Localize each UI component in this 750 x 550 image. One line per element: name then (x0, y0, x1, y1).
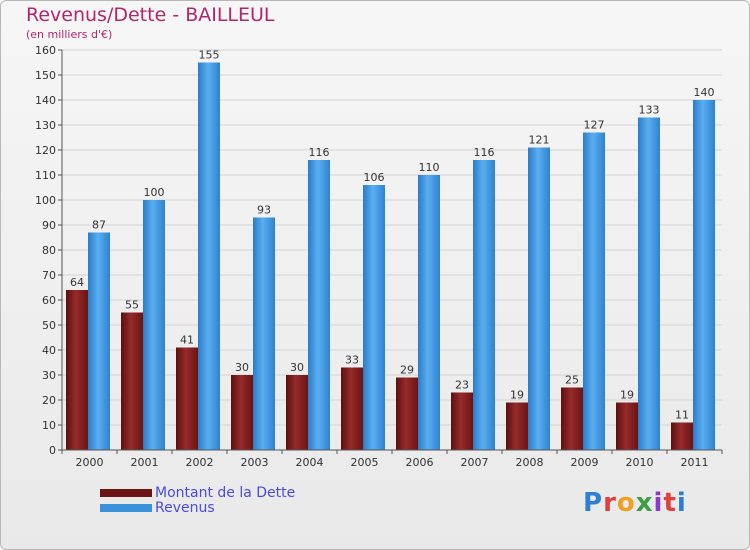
x-tick-label: 2008 (516, 456, 544, 469)
data-label: 33 (345, 354, 359, 367)
x-tick-label: 2003 (241, 456, 269, 469)
bar-revenus (308, 160, 330, 450)
bar-dette (341, 367, 363, 450)
x-tick-label: 2010 (626, 456, 654, 469)
logo-letter: t (663, 488, 677, 518)
bar-revenus (583, 132, 605, 450)
bar-dette (176, 347, 198, 450)
y-tick-label: 110 (35, 169, 56, 182)
x-tick-label: 2001 (131, 456, 159, 469)
y-tick-label: 140 (35, 94, 56, 107)
y-tick-label: 160 (35, 44, 56, 57)
data-label: 19 (510, 389, 524, 402)
x-tick-label: 2005 (351, 456, 379, 469)
legend-label-debt: Montant de la Dette (155, 485, 296, 501)
logo-letter: r (603, 488, 617, 518)
data-label: 19 (620, 389, 634, 402)
data-label: 100 (144, 186, 165, 199)
y-tick-label: 20 (42, 394, 56, 407)
data-label: 110 (419, 161, 440, 174)
y-tick-label: 60 (42, 294, 56, 307)
data-label: 41 (180, 334, 194, 347)
bar-revenus (253, 217, 275, 450)
x-tick-label: 2000 (76, 456, 104, 469)
bar-revenus (693, 100, 715, 450)
bar-dette (66, 290, 88, 450)
y-tick-label: 30 (42, 369, 56, 382)
bar-revenus (363, 185, 385, 450)
data-label: 140 (694, 86, 715, 99)
y-tick-label: 10 (42, 419, 56, 432)
x-tick-label: 2006 (406, 456, 434, 469)
bar-revenus (198, 62, 220, 450)
x-tick-label: 2007 (461, 456, 489, 469)
chart-subtitle: (en milliers d'€) (26, 28, 113, 41)
bar-dette (616, 402, 638, 450)
proxiti-logo: Proxiti (583, 488, 687, 518)
bar-dette (671, 422, 693, 450)
x-tick-label: 2011 (681, 456, 709, 469)
legend-swatch-revenus (100, 504, 152, 512)
y-tick-label: 120 (35, 144, 56, 157)
bar-revenus (528, 147, 550, 450)
bar-dette (561, 387, 583, 450)
bar-revenus (88, 232, 110, 450)
data-label: 30 (235, 361, 249, 374)
y-tick-label: 70 (42, 269, 56, 282)
data-label: 121 (529, 134, 550, 147)
y-tick-label: 130 (35, 119, 56, 132)
data-label: 133 (639, 104, 660, 117)
y-tick-label: 90 (42, 219, 56, 232)
bar-dette (286, 375, 308, 450)
bar-revenus (418, 175, 440, 450)
data-label: 25 (565, 374, 579, 387)
x-tick-label: 2004 (296, 456, 324, 469)
data-label: 55 (125, 299, 139, 312)
bar-dette (396, 377, 418, 450)
y-tick-label: 0 (49, 444, 56, 457)
data-label: 29 (400, 364, 414, 377)
y-tick-label: 50 (42, 319, 56, 332)
bar-revenus (638, 117, 660, 450)
x-tick-label: 2002 (186, 456, 214, 469)
x-tick-label: 2009 (571, 456, 599, 469)
chart-title: Revenus/Dette - BAILLEUL (26, 4, 275, 26)
bar-revenus (473, 160, 495, 450)
data-label: 93 (257, 204, 271, 217)
data-label: 64 (70, 276, 84, 289)
y-tick-label: 80 (42, 244, 56, 257)
y-tick-label: 100 (35, 194, 56, 207)
legend-swatch-debt (100, 489, 152, 497)
data-label: 87 (92, 219, 106, 232)
logo-letter: i (653, 488, 664, 518)
data-label: 116 (309, 146, 330, 159)
legend-label-revenus: Revenus (155, 500, 215, 516)
data-label: 155 (199, 49, 220, 62)
bar-dette (231, 375, 253, 450)
data-label: 116 (474, 146, 495, 159)
data-label: 127 (584, 119, 605, 132)
data-label: 106 (364, 171, 385, 184)
y-tick-label: 40 (42, 344, 56, 357)
bar-dette (121, 312, 143, 450)
y-tick-label: 150 (35, 69, 56, 82)
bar-revenus (143, 200, 165, 450)
logo-letter: o (616, 488, 636, 518)
data-label: 11 (675, 409, 689, 422)
logo-letter: x (635, 488, 654, 518)
logo-letter: i (676, 488, 687, 518)
bar-dette (506, 402, 528, 450)
bar-dette (451, 392, 473, 450)
data-label: 30 (290, 361, 304, 374)
data-label: 23 (455, 379, 469, 392)
logo-letter: P (583, 488, 604, 518)
